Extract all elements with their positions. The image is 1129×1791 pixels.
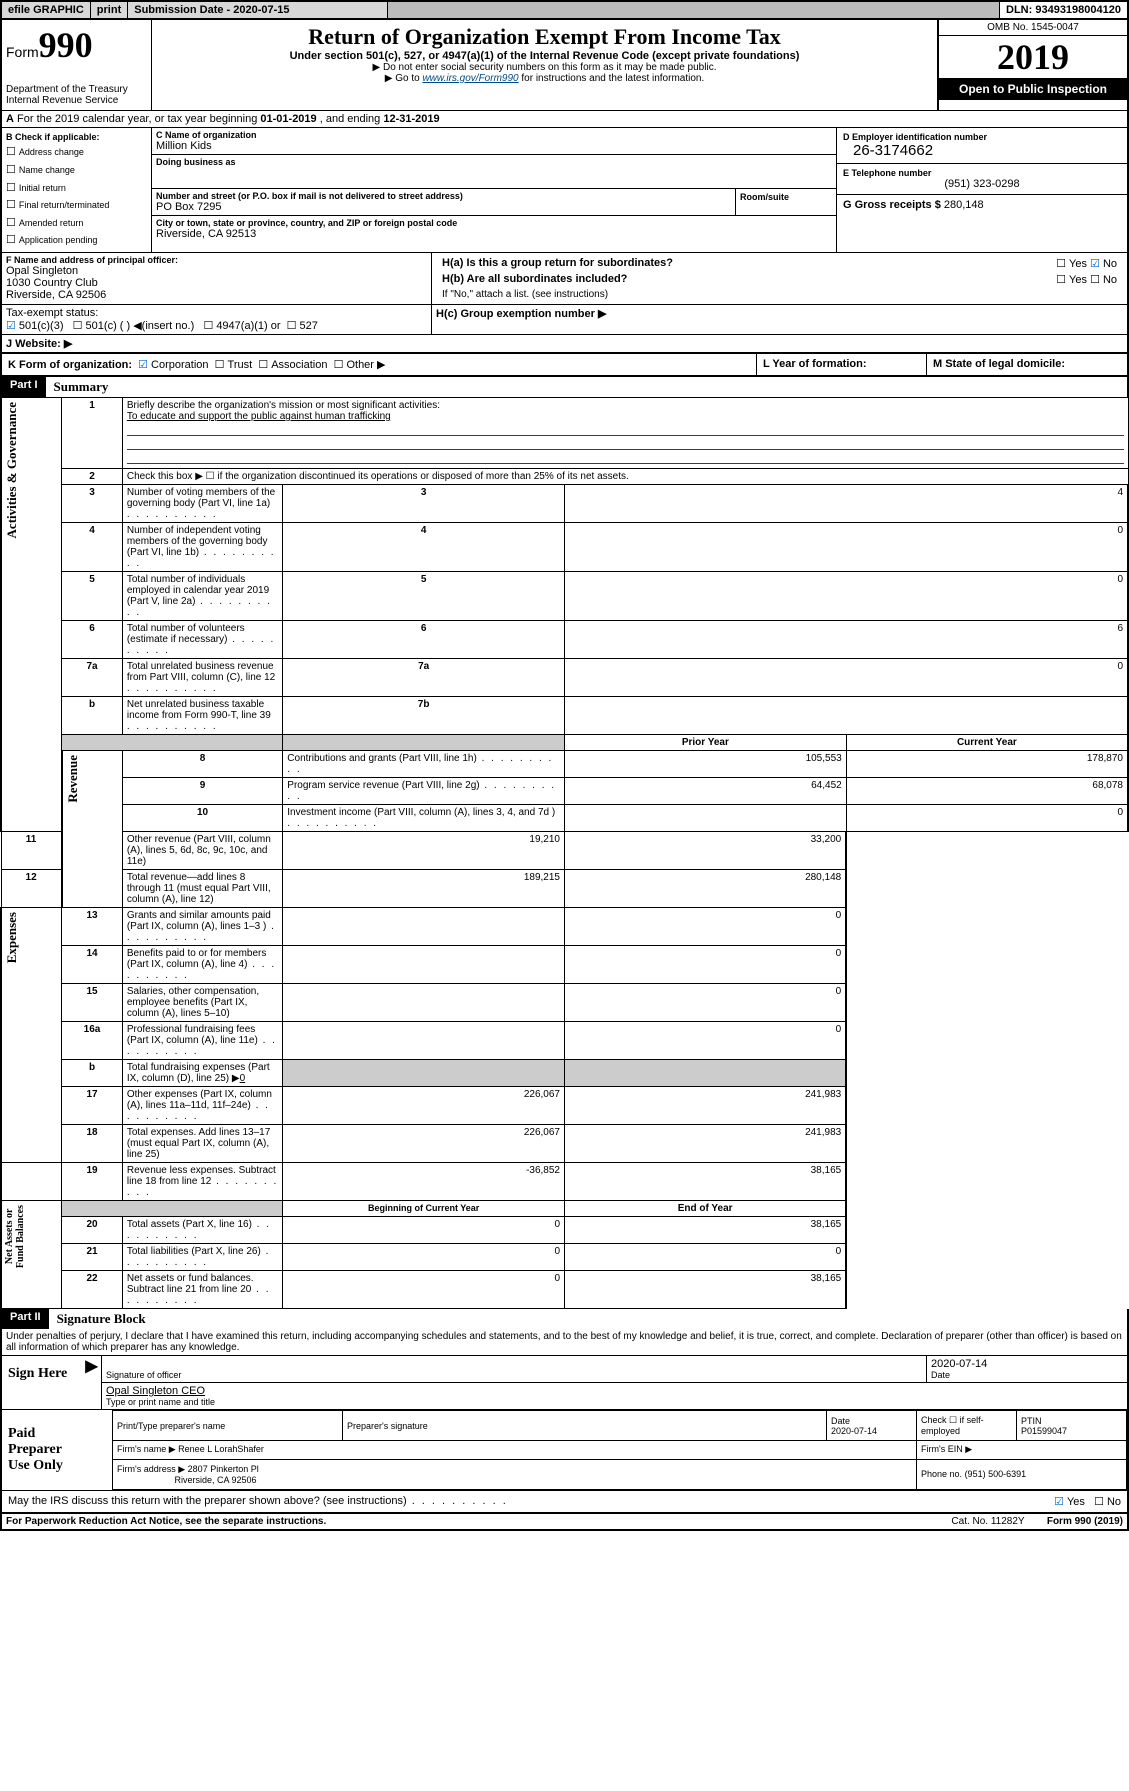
street-cell: Number and street (or P.O. box if mail i…	[152, 189, 736, 215]
h-a: H(a) Is this a group return for subordin…	[436, 255, 1123, 271]
hb-no[interactable]: No	[1090, 274, 1117, 286]
form-subtitle: Under section 501(c), 527, or 4947(a)(1)…	[156, 50, 933, 62]
omb-number: OMB No. 1545-0047	[939, 20, 1127, 36]
efile-button[interactable]: efile GRAPHIC	[2, 2, 91, 18]
vlabel-activities: Activities & Governance	[2, 398, 22, 542]
hb-yes[interactable]: Yes	[1056, 274, 1087, 286]
discuss-no[interactable]: No	[1094, 1496, 1121, 1508]
h-b: H(b) Are all subordinates included? Yes …	[436, 271, 1123, 287]
vlabel-revenue: Revenue	[63, 751, 83, 807]
room-suite: Room/suite	[736, 189, 836, 215]
org-name-cell: C Name of organization Million Kids	[152, 128, 836, 155]
chk-application-pending[interactable]: Application pending	[6, 232, 147, 250]
form-number: Form990	[6, 24, 147, 66]
box-j-website: J Website: ▶	[2, 335, 1127, 352]
irs-link[interactable]: www.irs.gov/Form990	[422, 73, 518, 84]
ha-no[interactable]: No	[1090, 258, 1117, 270]
chk-amended-return[interactable]: Amended return	[6, 215, 147, 233]
page-footer: For Paperwork Reduction Act Notice, see …	[0, 1514, 1129, 1531]
dba-cell: Doing business as	[152, 155, 836, 189]
print-button[interactable]: print	[91, 2, 128, 18]
gross-receipts: G Gross receipts $ 280,148	[837, 195, 1127, 215]
sign-here-label: Sign Here	[2, 1356, 82, 1409]
part2-header: Part II	[2, 1309, 49, 1329]
chk-4947[interactable]: 4947(a)(1) or	[203, 320, 280, 332]
signature-block: Sign Here ▶ Signature of officer 2020-07…	[0, 1356, 1129, 1514]
chk-name-change[interactable]: Name change	[6, 162, 147, 180]
k-corp[interactable]: Corporation	[138, 359, 208, 371]
part1-header: Part I	[2, 377, 46, 397]
chk-527[interactable]: 527	[287, 320, 318, 332]
h-note: If "No," attach a list. (see instruction…	[436, 287, 1123, 302]
paid-preparer-label: Paid Preparer Use Only	[2, 1410, 82, 1490]
box-m-state: M State of legal domicile:	[927, 354, 1127, 375]
open-to-public: Open to Public Inspection	[939, 78, 1127, 100]
mission-text: To educate and support the public agains…	[127, 411, 391, 422]
tax-year: 2019	[939, 36, 1127, 78]
submission-date: Submission Date - 2020-07-15	[128, 2, 388, 18]
box-f-officer: F Name and address of principal officer:…	[2, 253, 432, 304]
discuss-yes[interactable]: Yes	[1054, 1496, 1085, 1508]
top-toolbar: efile GRAPHIC print Submission Date - 20…	[0, 0, 1129, 20]
tax-exempt-status: Tax-exempt status: 501(c)(3) 501(c) ( ) …	[2, 305, 432, 334]
dept-treasury: Department of the Treasury Internal Reve…	[6, 84, 147, 106]
vlabel-expenses: Expenses	[2, 908, 22, 967]
part1-title: Summary	[46, 377, 117, 397]
form-title: Return of Organization Exempt From Incom…	[156, 24, 933, 50]
ein-cell: D Employer identification number 26-3174…	[837, 128, 1127, 164]
city-cell: City or town, state or province, country…	[152, 216, 836, 242]
toolbar-spacer	[388, 2, 1000, 18]
k-other[interactable]: Other ▶	[334, 359, 386, 371]
chk-501c[interactable]: 501(c) ( ) ◀(insert no.)	[73, 320, 195, 332]
org-name: Million Kids	[156, 140, 832, 152]
part2-title: Signature Block	[49, 1309, 154, 1329]
phone-cell: E Telephone number (951) 323-0298	[837, 164, 1127, 195]
chk-initial-return[interactable]: Initial return	[6, 180, 147, 198]
instruction-ssn: ▶ Do not enter social security numbers o…	[156, 62, 933, 73]
ha-yes[interactable]: Yes	[1056, 258, 1087, 270]
form-header: Form990 Department of the Treasury Inter…	[0, 20, 1129, 110]
chk-final-return[interactable]: Final return/terminated	[6, 197, 147, 215]
dln: DLN: 93493198004120	[1000, 2, 1127, 18]
header-section: A For the 2019 calendar year, or tax yea…	[0, 110, 1129, 377]
box-k-form-org: K Form of organization: Corporation Trus…	[2, 354, 757, 375]
chk-501c3[interactable]: 501(c)(3)	[6, 320, 64, 332]
discuss-row: May the IRS discuss this return with the…	[2, 1490, 1127, 1512]
perjury-statement: Under penalties of perjury, I declare th…	[0, 1329, 1129, 1356]
h-c: H(c) Group exemption number ▶	[432, 305, 1127, 334]
vlabel-netassets: Net Assets or Fund Balances	[2, 1201, 28, 1272]
instruction-link: ▶ Go to www.irs.gov/Form990 for instruct…	[156, 73, 933, 84]
chk-address-change[interactable]: Address change	[6, 144, 147, 162]
box-b-checkboxes: B Check if applicable: Address change Na…	[2, 128, 152, 252]
line-a-tax-year: A For the 2019 calendar year, or tax yea…	[2, 111, 1127, 128]
k-assoc[interactable]: Association	[258, 359, 327, 371]
paid-preparer-table: Print/Type preparer's name Preparer's si…	[112, 1410, 1127, 1490]
part1-table: Activities & Governance 1 Briefly descri…	[0, 397, 1129, 1309]
k-trust[interactable]: Trust	[215, 359, 253, 371]
box-l-year: L Year of formation:	[757, 354, 927, 375]
